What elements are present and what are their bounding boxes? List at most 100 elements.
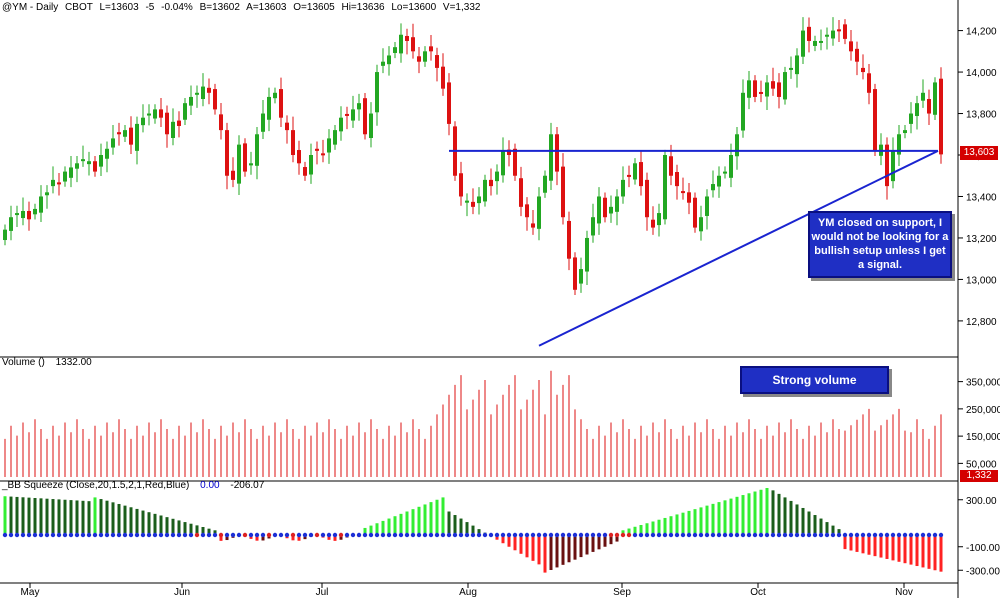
squeeze-dot (422, 532, 428, 538)
price-candle (207, 87, 211, 93)
squeeze-dot (98, 532, 104, 538)
price-candle (201, 86, 205, 100)
squeeze-dot (278, 532, 284, 538)
price-candle (111, 138, 115, 148)
squeeze-dot (908, 532, 914, 538)
price-candle (741, 92, 745, 131)
squeeze-dot (836, 532, 842, 538)
price-tick-label: 14,000 (966, 68, 997, 79)
squeeze-dot (872, 532, 878, 538)
squeeze-dot (26, 532, 32, 538)
squeeze-dot (884, 532, 890, 538)
squeeze-dot (644, 532, 650, 538)
price-candle (573, 257, 577, 290)
price-candle (495, 171, 499, 182)
squeeze-dot (806, 532, 812, 538)
squeeze-dot (380, 532, 386, 538)
price-candle (327, 138, 331, 153)
price-candle (525, 204, 529, 218)
price-candle (675, 172, 679, 187)
price-candle (489, 179, 493, 187)
squeeze-dot (80, 532, 86, 538)
price-candle (465, 200, 469, 203)
price-candle (801, 30, 805, 57)
squeeze-dot (584, 532, 590, 538)
price-candle (843, 24, 847, 39)
squeeze-dot (566, 532, 572, 538)
volume-panel (4, 370, 942, 477)
squeeze-dot (284, 532, 290, 538)
price-candle (417, 56, 421, 62)
squeeze-dot (350, 532, 356, 538)
squeeze-dot (914, 532, 920, 538)
x-tick-label: Jul (316, 587, 329, 598)
price-candle (597, 196, 601, 224)
price-candle (831, 30, 835, 39)
price-candle (891, 150, 895, 182)
squeeze-dot (416, 532, 422, 538)
squeeze-dot (608, 532, 614, 538)
price-candle (183, 103, 187, 120)
price-candle (441, 66, 445, 89)
squeeze-dot (344, 532, 350, 538)
squeeze-dot (38, 532, 44, 538)
price-candle (711, 184, 715, 191)
price-candle (393, 47, 397, 53)
squeeze-dot (674, 532, 680, 538)
squeeze-dot (554, 532, 560, 538)
price-candle (153, 109, 157, 119)
price-candle (531, 223, 535, 228)
price-candle (3, 229, 7, 241)
price-candle (561, 166, 565, 218)
squeeze-dot (14, 532, 20, 538)
squeeze-dot (392, 532, 398, 538)
squeeze-dot (746, 532, 752, 538)
price-candle (129, 127, 133, 145)
price-candle (213, 89, 217, 110)
volume-annotation: Strong volume (740, 366, 889, 394)
squeeze-dot (926, 532, 932, 538)
price-candle (315, 148, 319, 151)
squeeze-dot (212, 532, 218, 538)
squeeze-dot (716, 532, 722, 538)
price-candle (189, 96, 193, 106)
price-candle (339, 117, 343, 132)
squeeze-dot (698, 532, 704, 538)
squeeze-dot (458, 532, 464, 538)
squeeze-dot (374, 532, 380, 538)
squeeze-dot (878, 532, 884, 538)
price-candle (579, 269, 583, 284)
squeeze-dot (446, 532, 452, 538)
squeeze-dot (206, 532, 212, 538)
price-candle (849, 41, 853, 52)
squeeze-dot (164, 532, 170, 538)
price-candle (411, 37, 415, 52)
price-candle (627, 174, 631, 177)
squeeze-dot (326, 532, 332, 538)
price-candle (837, 29, 841, 32)
volume-tick-label: 50,000 (966, 459, 997, 470)
price-candle (477, 196, 481, 204)
price-candle (615, 196, 619, 212)
price-candle (309, 155, 313, 175)
price-candle (729, 155, 733, 178)
squeeze-dot (794, 532, 800, 538)
price-candle (717, 175, 721, 187)
price-candle (783, 72, 787, 100)
squeeze-dot (272, 532, 278, 538)
volume-tick-label: 250,000 (966, 405, 1000, 416)
price-candle (387, 55, 391, 65)
price-candle (651, 219, 655, 228)
price-candle (159, 109, 163, 118)
price-candle (567, 220, 571, 259)
squeeze-dot (896, 532, 902, 538)
price-candle (795, 55, 799, 75)
squeeze-dot (548, 532, 554, 538)
squeeze-dot (308, 532, 314, 538)
squeeze-dot (44, 532, 50, 538)
price-candle (303, 167, 307, 176)
squeeze-dot (860, 532, 866, 538)
squeeze-dot (488, 532, 494, 538)
squeeze-dot (506, 532, 512, 538)
squeeze-dot (86, 532, 92, 538)
